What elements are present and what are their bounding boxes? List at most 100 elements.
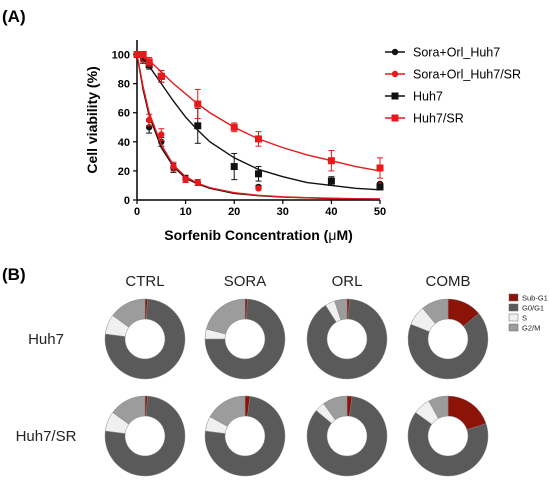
y-tick-label: 0 [124,195,130,207]
x-tick-label: 10 [179,206,191,218]
legend-label: Sub-G1 [522,294,548,303]
data-point [157,72,165,80]
column-header: SORA [224,273,267,290]
donut-slice-g0-g1 [407,313,489,380]
x-tick-label: 0 [134,206,140,218]
panel-label-a: (A) [2,7,26,26]
cell-cycle-legend-item-3: G2/M [508,324,540,333]
data-point [255,170,262,178]
legend-item-1: Sora+Orl_Huh7/SR [385,68,521,82]
legend-item-3: Huh7/SR [385,112,464,126]
y-tick-label: 40 [118,137,130,149]
data-point [255,185,262,192]
fit-curve [136,51,381,172]
donut-slice-g2-m [334,298,348,321]
legend-marker [391,92,399,100]
cell-cycle-donut-grid: CTRL SORA ORL COMB Huh7 Huh7/SR [16,273,489,477]
row-header: Huh7 [28,331,64,348]
donut-huh7-ctrl [104,298,186,380]
x-axis-label-suffix: M) [336,227,352,243]
donut-huh7-sora [204,298,286,380]
legend-swatch [508,313,519,322]
data-point [145,58,153,66]
donut-slice-g0-g1 [104,395,186,477]
donut-slice-g0-g1 [104,298,186,380]
x-tick-label: 50 [374,206,386,218]
legend-swatch [508,303,519,312]
cell-cycle-legend-item-0: Sub-G1 [508,293,548,303]
legend-item-2: Huh7 [385,90,443,104]
y-tick-label: 100 [112,50,130,62]
legend-label: G2/M [522,324,540,333]
fit-curve [136,54,381,200]
donut-slice-g2-m [112,395,146,425]
cell-cycle-legend-item-2: S [508,313,527,323]
cell-cycle-legend-item-1: G0/G1 [508,303,544,313]
data-point [158,131,165,138]
data-point [145,116,153,124]
x-tick-label: 40 [325,206,337,218]
x-tick-label: 30 [277,206,289,218]
donut-huh7-sr-comb [407,395,489,477]
donut-huh7-sr-ctrl [104,395,186,477]
fit-curve [136,51,381,191]
data-point [182,176,189,183]
column-header: COMB [426,273,471,290]
donut-huh7-sr-orl [306,395,388,477]
legend-marker [391,70,399,78]
y-tick-label: 20 [118,166,130,178]
legend-label: Huh7 [413,90,443,104]
legend-marker [391,48,399,56]
data-point [194,179,201,186]
donut-slice-g2-m [205,298,246,335]
legend-label: Sora+Orl_Huh7 [413,46,500,60]
donut-slice-g0-g1 [306,298,388,380]
data-point [194,100,202,108]
data-point [133,51,141,59]
column-header: ORL [332,273,363,290]
donut-slice-g2-m [428,395,449,419]
viability-line-chart: 0 10 20 30 40 50 0 20 40 60 80 100 Sorfenib Concentr… [84,40,386,243]
donut-slice-sub-g1 [447,395,487,431]
data-point [255,135,262,143]
panel-label-b: (B) [2,265,26,284]
donut-huh7-orl [306,298,388,380]
line-chart-legend: Sora+Orl_Huh7 Sora+Orl_Huh7/SR Huh7 Huh7/SR [385,46,521,126]
data-point [230,123,238,131]
series-3 [133,51,384,179]
legend-item-0: Sora+Orl_Huh7 [385,46,500,60]
donut-slice-g0-g1 [204,396,286,477]
x-axis-label: Sorfenib Concentration (μM) [164,227,353,243]
data-point [230,163,238,171]
y-tick-label: 80 [118,79,130,91]
donut-slice-g0-g1 [204,298,286,380]
legend-swatch [508,293,519,302]
donut-slice-g0-g1 [407,412,489,477]
data-point [170,163,177,170]
data-point [327,157,335,165]
data-point [194,122,202,130]
data-point [327,177,335,185]
x-tick-label: 20 [228,206,240,218]
legend-label: Huh7/SR [413,112,464,126]
donut-huh7-sr-sora [204,395,286,477]
legend-label: S [522,314,527,323]
donut-huh7-comb [407,298,489,380]
donut-slice-g2-m [323,395,348,421]
column-header: CTRL [125,273,164,290]
y-tick-label: 60 [118,108,130,120]
x-axis-label-mu: μ [328,227,336,243]
y-axis-label: Cell viability (%) [84,66,100,173]
legend-marker [391,114,399,122]
legend-label: Sora+Orl_Huh7/SR [413,68,521,82]
data-point [376,164,384,172]
donut-slice-g0-g1 [306,396,388,477]
data-point [139,51,147,59]
donut-slice-g2-m [422,298,449,324]
donut-slice-g2-m [112,298,146,328]
row-header: Huh7/SR [16,428,77,445]
x-axis-label-prefix: Sorfenib Concentration ( [164,227,328,243]
legend-label: G0/G1 [522,304,544,313]
